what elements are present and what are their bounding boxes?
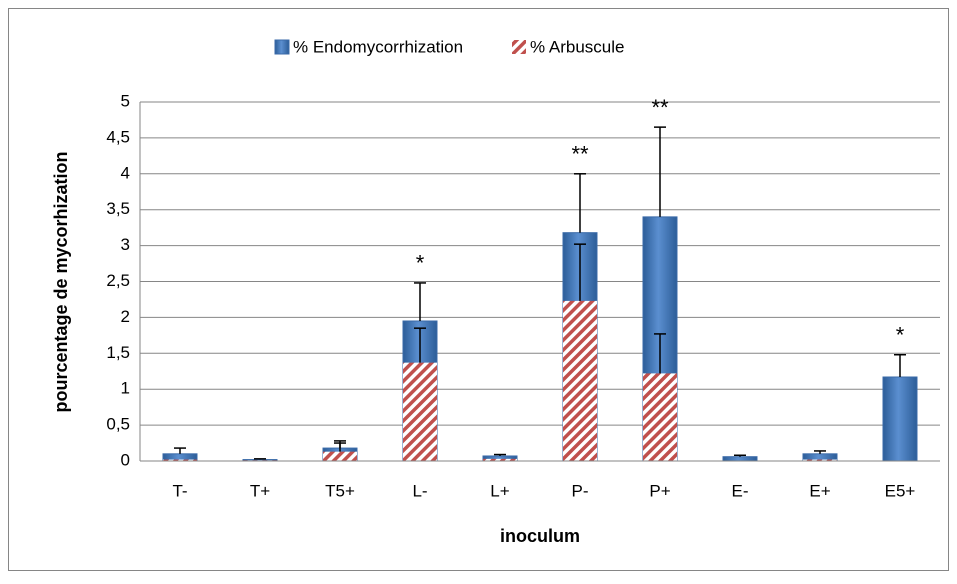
legend-label: % Endomycorrhization: [293, 37, 463, 56]
bar: [643, 373, 677, 461]
y-tick-label: 3: [121, 235, 130, 254]
bar: [323, 451, 357, 461]
bar: [722, 456, 758, 462]
y-tick-label: 5: [121, 91, 130, 110]
x-tick-label: T-: [172, 481, 187, 500]
x-tick-label: E+: [809, 481, 830, 500]
y-tick-label: 0,5: [106, 415, 130, 434]
x-axis-label: inoculum: [500, 526, 580, 546]
y-axis-label: pourcentage de mycorhization: [51, 151, 71, 412]
bar: [163, 459, 197, 461]
bar: [803, 459, 837, 461]
x-tick-label: L-: [412, 481, 427, 500]
y-tick-label: 3,5: [106, 199, 130, 218]
significance-label: *: [416, 251, 425, 276]
y-tick-label: 2: [121, 307, 130, 326]
x-tick-label: T5+: [325, 481, 355, 500]
legend-swatch: [512, 40, 526, 54]
significance-label: **: [571, 142, 589, 167]
legend-swatch: [274, 39, 290, 55]
x-tick-label: E5+: [885, 481, 916, 500]
bar: [403, 362, 437, 461]
x-tick-label: P+: [649, 481, 670, 500]
legend-label: % Arbuscule: [530, 37, 625, 56]
significance-label: *: [896, 323, 905, 348]
y-tick-label: 4: [121, 163, 130, 182]
x-tick-label: P-: [572, 481, 589, 500]
y-tick-label: 1,5: [106, 343, 130, 362]
x-tick-label: T+: [250, 481, 270, 500]
bar: [563, 300, 597, 461]
y-tick-label: 2,5: [106, 271, 130, 290]
y-tick-label: 1: [121, 379, 130, 398]
bar: [882, 376, 918, 462]
x-tick-label: E-: [732, 481, 749, 500]
significance-label: **: [651, 95, 669, 120]
y-tick-label: 0: [121, 450, 130, 469]
y-tick-label: 4,5: [106, 127, 130, 146]
chart-frame: [8, 8, 949, 571]
bar: [483, 458, 517, 461]
x-tick-label: L+: [490, 481, 509, 500]
